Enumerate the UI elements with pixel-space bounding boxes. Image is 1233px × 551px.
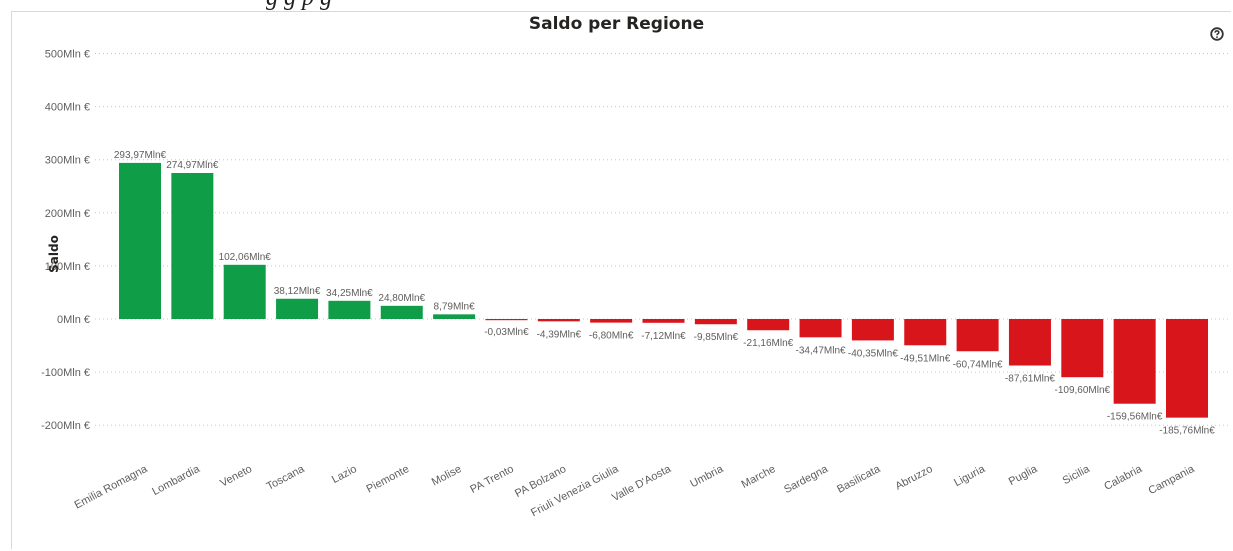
data-label: -49,51Mln€: [900, 353, 950, 364]
bar: [590, 319, 633, 323]
data-label: -87,61Mln€: [1005, 374, 1055, 385]
bar: [956, 319, 999, 352]
bar: [642, 319, 685, 323]
data-label: -40,35Mln€: [848, 348, 898, 359]
data-label: -185,76Mln€: [1159, 426, 1215, 437]
category-label: Emilia Romagna: [73, 463, 151, 512]
bar: [433, 314, 476, 319]
data-label: -4,39Mln€: [537, 329, 582, 340]
help-circle-icon[interactable]: [1210, 27, 1224, 41]
category-label: Veneto: [218, 463, 254, 490]
bar: [694, 319, 737, 325]
bar: [119, 162, 161, 319]
category-label: Calabria: [1102, 463, 1145, 493]
bar: [799, 319, 842, 338]
bar: [380, 305, 423, 319]
y-tick-label: 100Mln €: [45, 261, 90, 273]
bar: [904, 319, 947, 346]
y-axis-label: Saldo: [47, 235, 61, 273]
category-label: Umbria: [688, 463, 726, 491]
data-label: -159,56Mln€: [1107, 412, 1163, 423]
data-label: 293,97Mln€: [114, 150, 167, 161]
bar: [851, 319, 894, 341]
category-label: PA Trento: [468, 463, 516, 496]
bar: [328, 300, 371, 319]
category-label: Piemonte: [364, 463, 411, 495]
chart-title: Saldo per Regione: [528, 14, 705, 34]
category-label: Lombardia: [150, 463, 202, 498]
data-label: -9,85Mln€: [694, 332, 739, 343]
bar: [1113, 319, 1156, 404]
category-label: Sicilia: [1061, 463, 1093, 487]
y-tick-label: 500Mln €: [45, 49, 90, 61]
category-label: Liguria: [952, 463, 988, 490]
category-label: Toscana: [265, 463, 308, 493]
bar: [171, 172, 214, 319]
category-label: Molise: [430, 463, 464, 489]
bar: [1061, 319, 1104, 378]
bar: [1008, 319, 1051, 366]
category-label: Abruzzo: [893, 463, 934, 493]
data-label: 102,06Mln€: [219, 252, 272, 263]
data-label: -60,74Mln€: [953, 359, 1003, 370]
y-tick-label: 300Mln €: [45, 155, 90, 167]
data-label: -34,47Mln€: [796, 345, 846, 356]
category-label: Valle D'Aosta: [610, 463, 674, 504]
data-label: -0,03Mln€: [484, 327, 529, 338]
category-label: Basilicata: [835, 463, 883, 496]
y-tick-label: 400Mln €: [45, 102, 90, 114]
bar: [223, 264, 266, 319]
data-label: 38,12Mln€: [274, 286, 321, 297]
category-label: Campania: [1147, 463, 1198, 498]
data-label: -109,60Mln€: [1055, 385, 1111, 396]
category-label: Sardegna: [782, 463, 831, 496]
y-tick-label: 0Mln €: [57, 314, 90, 326]
bar: [1166, 319, 1208, 418]
cropped-text: g g p g: [266, 0, 332, 12]
data-label: 24,80Mln€: [378, 293, 425, 304]
category-label: Friuli Venezia Giulia: [529, 463, 621, 520]
y-tick-label: 200Mln €: [45, 208, 90, 220]
chart-frame: [11, 11, 1231, 549]
bar: [276, 298, 319, 319]
bar: [485, 319, 528, 321]
data-label: -21,16Mln€: [743, 338, 793, 349]
y-tick-label: -200Mln €: [41, 420, 90, 432]
category-label: Marche: [740, 463, 778, 491]
bar: [537, 319, 580, 322]
y-tick-label: -100Mln €: [41, 367, 90, 379]
category-label: Lazio: [330, 463, 359, 486]
data-label: -7,12Mln€: [641, 331, 686, 342]
data-label: 34,25Mln€: [326, 288, 373, 299]
bar: [747, 319, 790, 331]
data-label: 8,79Mln€: [434, 301, 476, 312]
data-label: 274,97Mln€: [166, 160, 219, 171]
top-cropped-text-bar: g g p g: [0, 0, 1233, 12]
category-label: Puglia: [1007, 463, 1040, 488]
data-label: -6,80Mln€: [589, 331, 634, 342]
